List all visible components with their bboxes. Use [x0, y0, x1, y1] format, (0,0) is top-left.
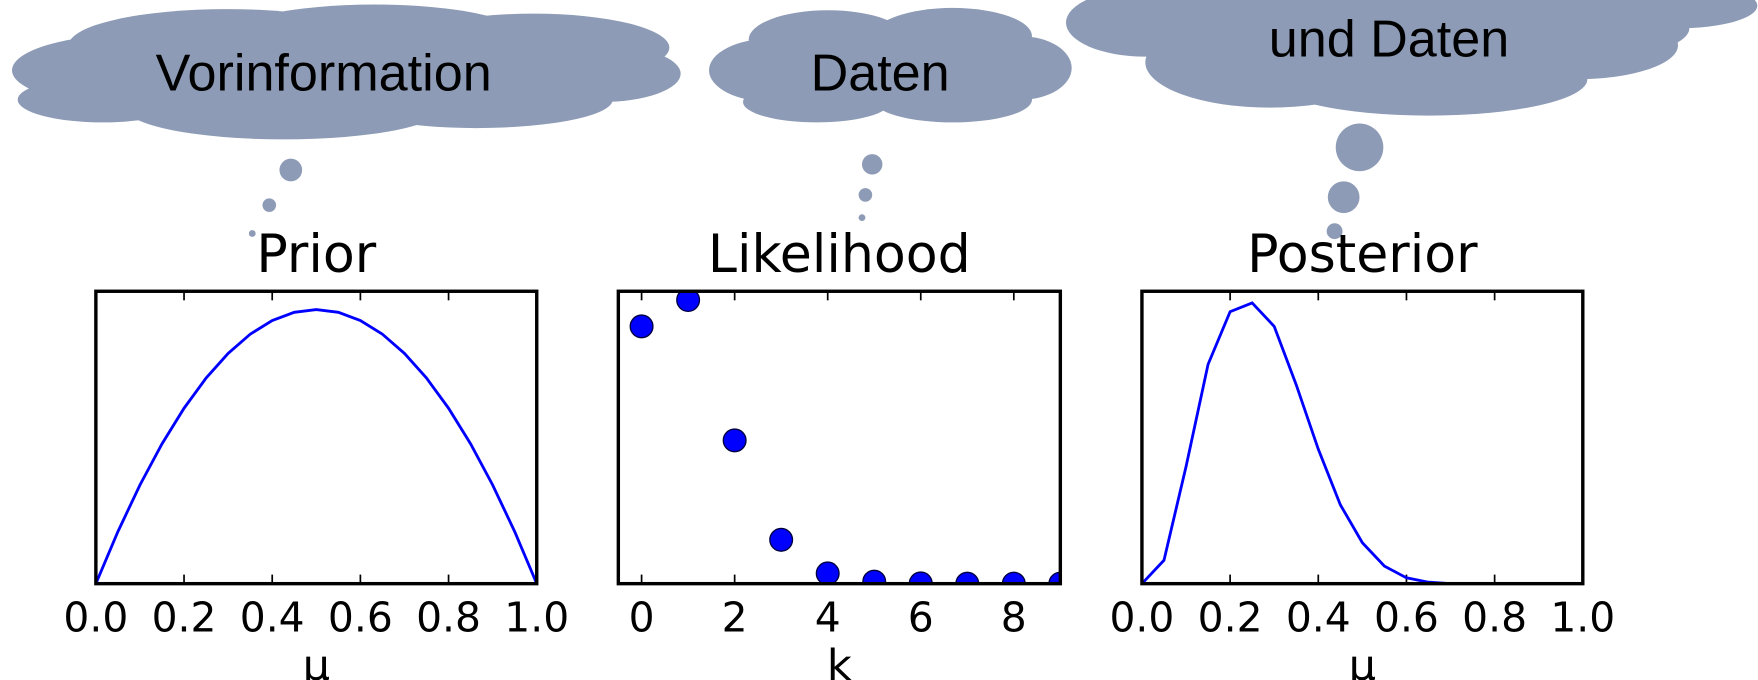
plot-frame — [94, 289, 539, 586]
data-point — [955, 571, 980, 584]
x-tick-label: 8 — [1001, 593, 1027, 641]
data-point — [815, 561, 840, 584]
x-tick-label: 0.0 — [1109, 593, 1174, 641]
cloud-text: und Daten — [1269, 11, 1510, 69]
data-point — [722, 428, 747, 453]
x-tick-label: 0.6 — [328, 593, 393, 641]
chart-title: Posterior — [1247, 225, 1478, 285]
x-tick-label: 0 — [629, 593, 655, 641]
data-point — [862, 569, 887, 584]
data-point — [676, 291, 701, 313]
x-tick-label: 2 — [722, 593, 748, 641]
plot-frame — [1140, 289, 1585, 586]
panel: Likelihood k 0 2 4 6 8 — [616, 225, 1063, 680]
panel: Posterior μ 0.0 0.2 0.4 0.6 0.8 1.0 — [1109, 225, 1615, 680]
cloud — [709, 7, 1072, 221]
panel: Prior μ 0.0 0.2 0.4 0.6 0.8 1.0 — [63, 225, 569, 680]
cloud-text: Vorinformation — [156, 45, 492, 103]
x-tick-label: 1.0 — [504, 593, 569, 641]
data-point — [1001, 571, 1026, 584]
x-tick-label: 1.0 — [1550, 593, 1615, 641]
x-tick-label: 0.2 — [152, 593, 217, 641]
x-tick-label: 0.2 — [1198, 593, 1263, 641]
x-tick-label: 0.0 — [63, 593, 128, 641]
x-tick-label: 6 — [908, 593, 934, 641]
data-point — [1048, 571, 1061, 584]
x-axis-label: μ — [1349, 641, 1376, 680]
cloud-text: Daten — [811, 45, 950, 103]
data-point — [629, 314, 654, 339]
x-axis-label: μ — [303, 641, 330, 680]
x-tick-label: 0.8 — [1462, 593, 1527, 641]
x-tick-label: 0.4 — [240, 593, 305, 641]
x-axis-label: k — [827, 641, 852, 680]
chart-title: Prior — [256, 225, 376, 285]
data-point — [769, 527, 794, 552]
x-tick-label: 4 — [815, 593, 841, 641]
data-line — [1141, 301, 1583, 584]
data-line — [95, 308, 537, 584]
plot-frame — [616, 289, 1063, 586]
x-tick-label: 0.4 — [1286, 593, 1351, 641]
x-tick-label: 0.8 — [416, 593, 481, 641]
cloud — [1066, 0, 1758, 240]
chart-title: Likelihood — [708, 225, 971, 285]
cloud — [12, 4, 681, 237]
x-tick-label: 0.6 — [1374, 593, 1439, 641]
